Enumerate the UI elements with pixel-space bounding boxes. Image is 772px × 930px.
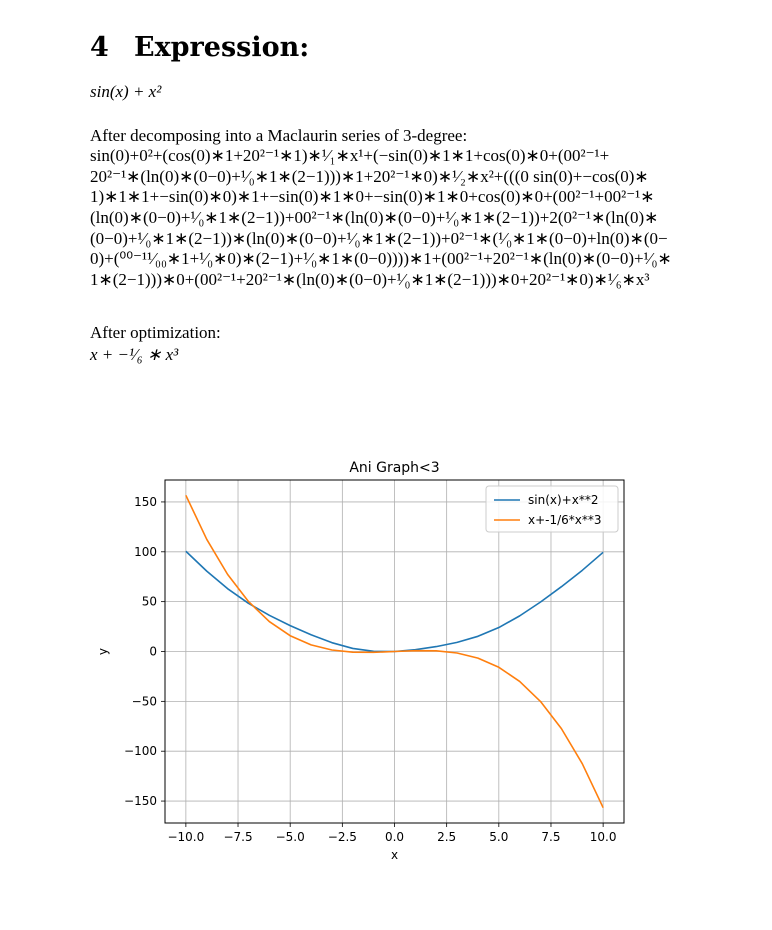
x-tick-label: 2.5 xyxy=(437,830,456,844)
x-tick-label: −10.0 xyxy=(167,830,204,844)
x-tick-label: 7.5 xyxy=(541,830,560,844)
y-tick-label: −150 xyxy=(124,794,157,808)
x-axis-label: x xyxy=(391,848,398,862)
x-tick-label: −7.5 xyxy=(223,830,252,844)
series-line: 1∗(2−1)))∗0+(00²⁻¹+20²⁻¹∗(ln(0)∗(0−0)+¹⁄… xyxy=(90,270,650,290)
section-heading: 4 Expression: xyxy=(90,32,309,63)
y-axis-ticks: −150 −100 −50 0 50 100 150 xyxy=(124,495,165,808)
y-tick-label: 100 xyxy=(134,545,157,559)
y-tick-label: −100 xyxy=(124,744,157,758)
section-title-text: Expression: xyxy=(134,32,310,63)
x-tick-label: 5.0 xyxy=(489,830,508,844)
optimization-heading: After optimization: xyxy=(90,323,221,342)
section-number: 4 xyxy=(90,32,109,63)
series-line: 1)∗1∗1+−sin(0)∗0)∗1+−sin(0)∗1∗0+−sin(0)∗… xyxy=(90,187,655,207)
x-tick-label: 10.0 xyxy=(590,830,617,844)
y-tick-label: 150 xyxy=(134,495,157,509)
series-line: (ln(0)∗(0−0)+¹⁄₀∗1∗(2−1))+00²⁻¹∗(ln(0)∗(… xyxy=(90,208,659,228)
x-tick-label: −2.5 xyxy=(328,830,357,844)
y-tick-label: 50 xyxy=(142,595,157,609)
x-tick-label: −5.0 xyxy=(276,830,305,844)
series-line: 0)+(⁰⁰⁻¹¹⁄₀₀∗1+¹⁄₀∗0)∗(2−1)+¹⁄₀∗1∗(0−0))… xyxy=(90,249,672,269)
maclaurin-series: sin(0)+0²+(cos(0)∗1+20²⁻¹∗1)∗¹⁄₁∗x¹+(−si… xyxy=(90,146,730,291)
series-heading: After decomposing into a Maclaurin serie… xyxy=(90,126,468,145)
chart: −10.0 −7.5 −5.0 −2.5 0.0 2.5 5.0 7.5 10.0 −150−1… xyxy=(96,460,625,862)
series-line: 20²⁻¹∗(ln(0)∗(0−0)+¹⁄₀∗1∗(2−1)))∗1+20²⁻¹… xyxy=(90,166,649,186)
series-line: (0−0)+¹⁄₀∗1∗(2−1))∗(ln(0)∗(0−0)+¹⁄₀∗1∗(2… xyxy=(90,228,668,248)
y-axis-label: y xyxy=(96,648,110,655)
plot-series xyxy=(185,494,604,809)
y-tick-label: −50 xyxy=(132,694,157,708)
x-axis-ticks: −10.0 −7.5 −5.0 −2.5 0.0 2.5 5.0 7.5 10.0 xyxy=(167,823,616,844)
y-tick-label: 0 xyxy=(149,645,157,659)
series-line: sin(0)+0²+(cos(0)∗1+20²⁻¹∗1)∗¹⁄₁∗x¹+(−si… xyxy=(90,146,610,165)
series-line xyxy=(185,494,604,809)
legend: sin(x)+x**2 x+-1/6*x**3 xyxy=(485,485,619,533)
chart-title: Ani Graph<3 xyxy=(349,460,439,476)
optimized-expression: x + −¹⁄₆ ∗ x³ xyxy=(90,345,179,364)
expression: sin(x) + x² xyxy=(90,82,162,101)
legend-label: sin(x)+x**2 xyxy=(528,493,598,507)
legend-label: x+-1/6*x**3 xyxy=(528,513,602,527)
x-tick-label: 0.0 xyxy=(385,830,404,844)
